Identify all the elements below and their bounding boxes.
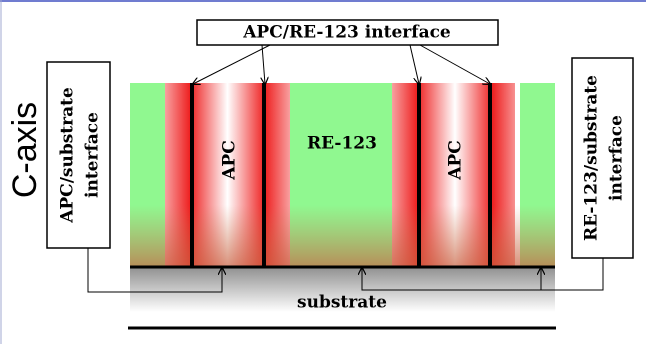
title: APC/RE-123 interface — [242, 23, 451, 43]
interface-line — [262, 83, 266, 267]
left-box-line: APC/substrate — [58, 87, 78, 224]
interface-line — [190, 83, 194, 267]
diagram: substrate APC RE-123 APC APC/RE-123 inte… — [0, 0, 646, 344]
right-box-line: interface — [607, 115, 627, 201]
substrate-label: substrate — [297, 293, 387, 313]
left-box-line: interface — [83, 112, 103, 198]
right-box-line: RE-123/substrate — [582, 75, 602, 241]
region-label: APC — [446, 140, 466, 181]
region-label: APC — [220, 140, 240, 181]
interface-line — [417, 83, 421, 267]
region-label: RE-123 — [307, 134, 377, 154]
axis-label: C-axis — [6, 102, 44, 198]
interface-line — [488, 83, 492, 267]
page: substrate APC RE-123 APC APC/RE-123 inte… — [0, 0, 646, 344]
